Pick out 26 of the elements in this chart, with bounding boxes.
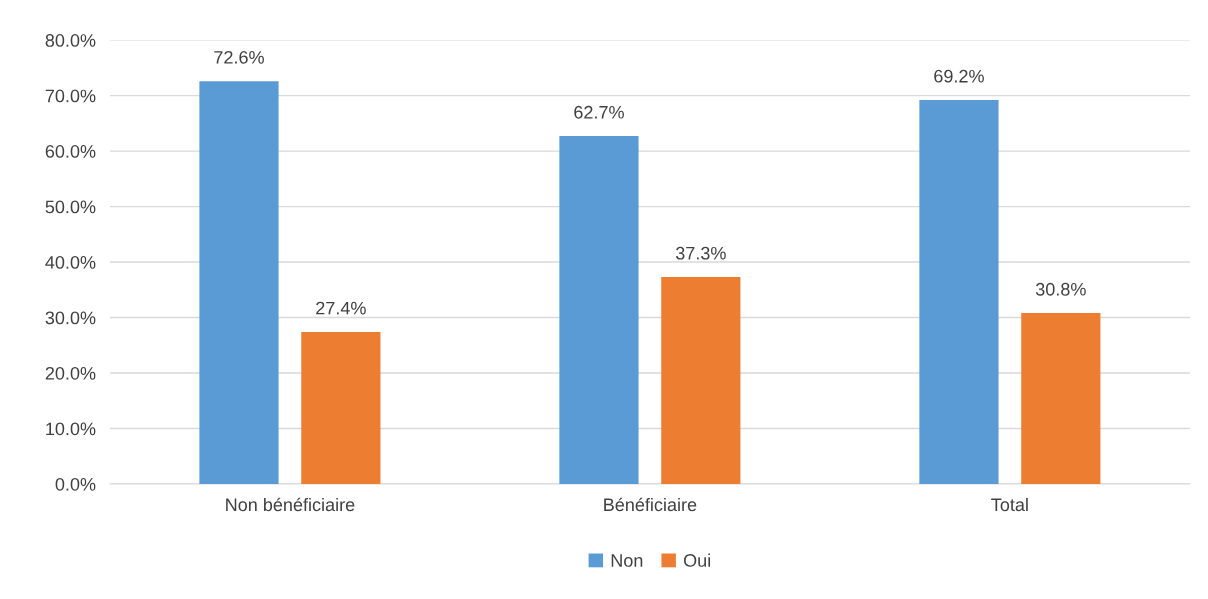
legend-label: Non [611, 554, 643, 567]
y-tick-label: 20.0% [45, 366, 96, 380]
data-label: 69.2% [934, 69, 984, 83]
legend-label: Oui [683, 553, 710, 567]
bar [1021, 313, 1101, 484]
data-label: 27.4% [316, 301, 366, 315]
data-label: 62.7% [574, 105, 624, 119]
y-tick-label: 10.0% [46, 422, 96, 436]
y-tick-label: 70.0% [45, 89, 96, 103]
x-tick-label: Bénéficiaire [604, 497, 697, 512]
y-tick-label: 30.0% [45, 311, 96, 325]
bar [661, 277, 741, 484]
bar [199, 81, 279, 484]
y-tick-label: 60.0% [45, 145, 96, 158]
data-label: 30.8% [1035, 282, 1086, 296]
y-tick-label: 80.0% [45, 34, 96, 47]
y-tick-label: 50.0% [45, 200, 96, 214]
data-label: 37.3% [675, 246, 726, 260]
bar [559, 136, 639, 484]
data-label: 72.6% [214, 50, 264, 64]
y-tick-label: 0.0% [55, 477, 96, 491]
x-tick-label: Total [991, 497, 1028, 512]
x-tick-label: Non bénéficiaire [226, 497, 355, 512]
bar [301, 331, 381, 484]
y-tick-label: 40.0% [45, 256, 96, 269]
bar [919, 100, 999, 484]
